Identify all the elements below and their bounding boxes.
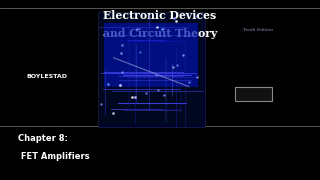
Text: Tenth Edition: Tenth Edition — [243, 28, 273, 32]
Text: PEARSON: PEARSON — [240, 92, 267, 96]
Text: Electronic Devices: Electronic Devices — [103, 10, 217, 21]
Text: BOYLESTAD: BOYLESTAD — [26, 74, 67, 79]
Text: Chapter 8:: Chapter 8: — [18, 134, 68, 143]
Bar — [99, 14, 203, 125]
Text: FET Amplifiers: FET Amplifiers — [18, 152, 89, 161]
Bar — [98, 12, 205, 127]
Text: and Circuit Theory: and Circuit Theory — [103, 28, 217, 39]
Bar — [104, 23, 198, 87]
Bar — [235, 87, 272, 101]
